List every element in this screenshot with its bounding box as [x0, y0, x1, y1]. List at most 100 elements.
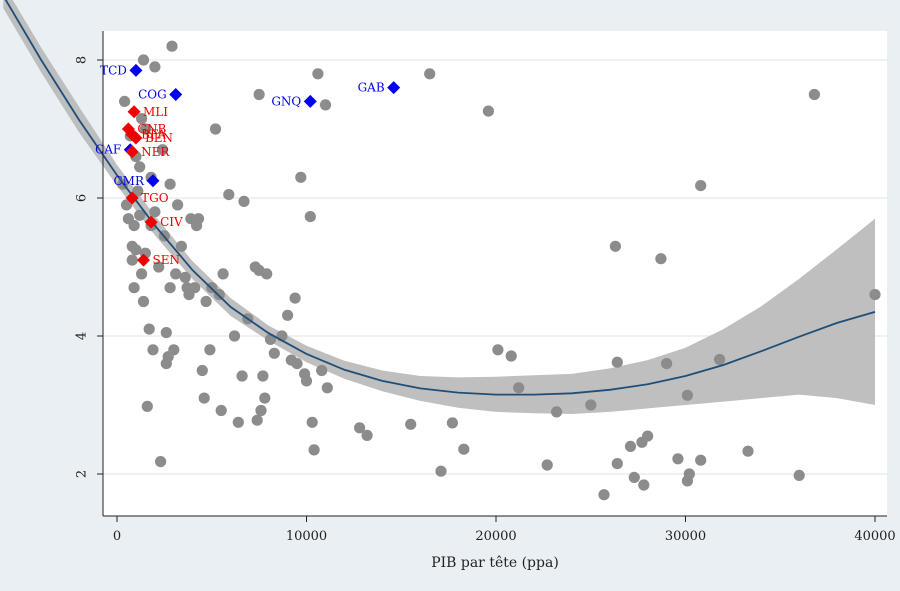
point-civ-label: CIV	[160, 215, 183, 229]
point-tgo: TGO	[125, 191, 169, 205]
point-mli-marker	[127, 105, 141, 119]
data-point-84	[312, 68, 324, 80]
data-point-112	[661, 358, 673, 370]
data-point-26	[149, 206, 161, 218]
data-point-47	[192, 213, 205, 225]
data-point-38	[170, 268, 182, 280]
data-point-118	[695, 454, 707, 466]
data-point-82	[306, 416, 318, 428]
point-gnb-label: GNB	[137, 122, 166, 136]
point-tgo-marker	[125, 191, 139, 205]
x-tick-label-20000: 20000	[475, 529, 516, 544]
data-point-78	[295, 171, 307, 183]
data-point-86	[319, 99, 332, 111]
point-ben: BEN	[129, 131, 173, 145]
point-tgo-label: TGO	[141, 191, 169, 205]
data-point-85	[316, 364, 328, 377]
data-point-7	[128, 282, 140, 294]
data-point-18	[139, 123, 151, 135]
data-point-115	[681, 389, 694, 401]
data-point-45	[189, 282, 201, 294]
data-point-95	[482, 105, 494, 117]
data-point-41	[179, 271, 191, 283]
fit-line	[4, 0, 876, 396]
point-sen: SEN	[137, 253, 180, 267]
point-cmr-label: CMR	[113, 174, 144, 188]
data-point-87	[321, 382, 333, 394]
data-point-105	[611, 458, 623, 470]
point-cog-marker	[169, 88, 183, 101]
data-point-17	[137, 295, 150, 308]
point-tcd: TCD	[100, 63, 143, 77]
data-point-28	[155, 456, 167, 468]
point-tcd-label: TCD	[100, 63, 127, 77]
data-point-29	[156, 144, 169, 156]
data-point-2	[120, 199, 133, 211]
data-point-94	[458, 443, 470, 455]
data-point-90	[405, 418, 417, 430]
point-gab-marker	[387, 81, 401, 95]
data-point-106	[624, 440, 637, 452]
data-point-55	[215, 404, 227, 417]
data-point-40	[175, 240, 187, 252]
data-point-27	[153, 261, 165, 273]
data-point-25	[149, 61, 161, 73]
point-ner-label: NER	[141, 145, 170, 159]
data-point-20	[141, 400, 153, 412]
data-point-123	[869, 289, 881, 301]
data-point-6	[126, 254, 138, 266]
point-ben-label: BEN	[145, 131, 173, 145]
point-cmr-marker	[146, 174, 160, 188]
point-bfa-label: BFA	[141, 128, 166, 142]
data-point-80	[300, 375, 313, 387]
point-ner: NER	[125, 145, 170, 159]
point-gab: GAB	[358, 81, 401, 95]
data-point-120	[742, 445, 754, 457]
x-tick-label-10000: 10000	[286, 529, 327, 544]
data-point-119	[714, 353, 726, 366]
data-point-65	[253, 88, 265, 101]
data-point-74	[282, 309, 294, 321]
data-point-39	[172, 199, 184, 211]
point-ben-marker	[129, 131, 143, 145]
data-point-48	[196, 364, 208, 377]
data-point-57	[223, 189, 235, 201]
data-point-77	[291, 358, 303, 370]
data-point-49	[198, 392, 210, 404]
data-point-37	[168, 344, 180, 356]
data-point-98	[513, 382, 525, 394]
data-point-51	[204, 344, 216, 356]
data-point-92	[435, 465, 447, 477]
data-point-60	[236, 370, 248, 382]
data-point-34	[164, 178, 176, 190]
data-point-64	[251, 414, 263, 426]
x-tick-label-30000: 30000	[665, 529, 706, 544]
point-bfa: BFA	[125, 128, 166, 142]
point-cog-label: COG	[138, 88, 167, 102]
data-point-59	[232, 416, 244, 428]
data-point-21	[143, 323, 155, 335]
data-point-121	[793, 469, 805, 481]
data-point-24	[147, 344, 159, 356]
data-point-67	[255, 404, 267, 417]
data-point-122	[808, 88, 821, 101]
data-point-32	[160, 327, 172, 339]
data-point-111	[655, 253, 667, 265]
data-point-15	[136, 113, 148, 125]
x-axis-title: PIB par tête (ppa)	[431, 555, 559, 571]
data-point-88	[354, 422, 366, 434]
axes: 0 10000 20000 30000 40000 2 4 6 8	[75, 31, 896, 544]
data-point-72	[268, 347, 280, 359]
data-point-1	[119, 95, 131, 107]
x-tick-label-40000: 40000	[854, 529, 895, 544]
data-point-69	[259, 392, 271, 404]
data-point-102	[598, 489, 610, 501]
data-point-54	[213, 289, 225, 301]
data-point-56	[217, 268, 229, 280]
point-ner-marker	[125, 145, 139, 159]
point-sen-label: SEN	[153, 253, 180, 267]
data-point-116	[683, 468, 695, 480]
point-mli-label: MLI	[143, 105, 168, 119]
